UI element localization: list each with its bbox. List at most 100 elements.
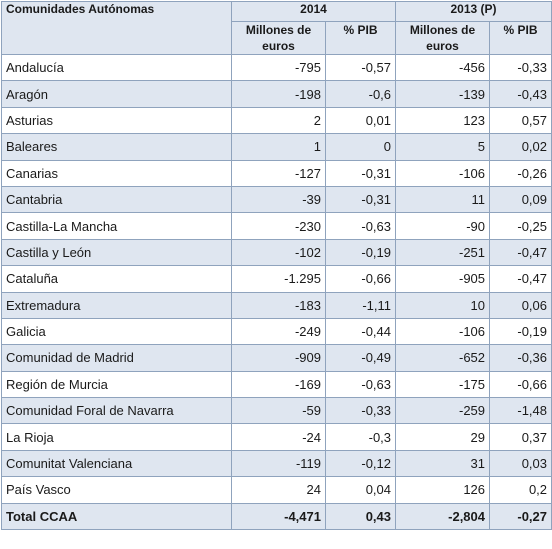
pib-2013-cell: -1,48 — [489, 397, 552, 425]
millions-2014-cell: -102 — [231, 238, 326, 267]
region-name-cell: Cataluña — [1, 265, 232, 293]
pib-2013-cell: -0,26 — [489, 159, 552, 187]
millions-2013-cell: -139 — [395, 80, 491, 108]
table-row: Comunidad Foral de Navarra -59 -0,33 -259 -1… — [1, 397, 552, 425]
deficit-table: Comunidades Autónomas 2014 2013 (P) Mill… — [1, 1, 552, 531]
region-name-cell: Galicia — [1, 317, 232, 346]
region-name-cell: Aragón — [1, 80, 232, 108]
table-row: Región de Murcia -169 -0,63 -175 -0,66 — [1, 370, 552, 399]
total-row: Total CCAA -4,471 0,43 -2,804 -0,27 — [1, 502, 552, 531]
region-column-header: Comunidades Autónomas — [1, 1, 232, 55]
table-row: Canarias -127 -0,31 -106 -0,26 — [1, 159, 552, 187]
region-name-cell: La Rioja — [1, 423, 232, 451]
pib-2013-cell: -0,47 — [489, 265, 552, 293]
millions-2014-cell: -183 — [231, 291, 326, 319]
region-name-cell: Canarias — [1, 159, 232, 187]
millions-2014-cell: -119 — [231, 449, 326, 478]
pib-2013-cell: -0,47 — [489, 238, 552, 267]
millions-2014-header: Millones de euros — [231, 21, 326, 55]
table-row: Comunidad de Madrid -909 -0,49 -652 -0,36 — [1, 344, 552, 372]
millions-2014-cell: -127 — [231, 159, 326, 187]
table-row: País Vasco 24 0,04 126 0,2 — [1, 476, 552, 504]
region-name-cell: Comunidad Foral de Navarra — [1, 397, 232, 425]
table-body: Andalucía -795 -0,57 -456 -0,33 Aragón -198 -0,… — [1, 53, 552, 531]
millions-2013-cell: -175 — [395, 370, 491, 399]
region-name-cell: Comunitat Valenciana — [1, 449, 232, 478]
millions-2013-cell: 10 — [395, 291, 491, 319]
table-row: Cantabria -39 -0,31 11 0,09 — [1, 185, 552, 214]
pib-2014-cell: -0,3 — [324, 423, 397, 451]
millions-2014-cell: -795 — [231, 53, 326, 82]
millions-2014-cell: -39 — [231, 185, 326, 214]
table-row: Andalucía -795 -0,57 -456 -0,33 — [1, 53, 552, 82]
millions-2014-cell: -59 — [231, 397, 326, 425]
pib-2013-cell: -0,66 — [489, 370, 552, 399]
millions-2013-cell: -905 — [395, 265, 491, 293]
table-row: La Rioja -24 -0,3 29 0,37 — [1, 423, 552, 451]
millions-2014-cell: 1 — [231, 133, 326, 161]
millions-2013-cell: 123 — [395, 106, 491, 135]
millions-2013-cell: 126 — [395, 476, 491, 504]
pib-2014-cell: -0,66 — [324, 265, 397, 293]
pib-2013-cell: 0,2 — [489, 476, 552, 504]
millions-2013-cell: -90 — [395, 212, 491, 240]
pib-2013-cell: 0,03 — [489, 449, 552, 478]
pib-2014-cell: -0,33 — [324, 397, 397, 425]
millions-2014-cell: -909 — [231, 344, 326, 372]
pib-2013-cell: 0,57 — [489, 106, 552, 135]
region-name-cell: Cantabria — [1, 185, 232, 214]
pib-2014-cell: -1,11 — [324, 291, 397, 319]
pib-2014-header: % PIB — [324, 21, 397, 55]
pib-2013-cell: -0,33 — [489, 53, 552, 82]
millions-2014-cell: 24 — [231, 476, 326, 504]
pib-2014-cell: -0,12 — [324, 449, 397, 478]
table-row: Aragón -198 -0,6 -139 -0,43 — [1, 80, 552, 108]
table-row: Asturias 2 0,01 123 0,57 — [1, 106, 552, 135]
millions-2013-cell: 29 — [395, 423, 491, 451]
pib-2013-cell: 0,06 — [489, 291, 552, 319]
pib-2014-cell: 0,04 — [324, 476, 397, 504]
pib-2013-cell: 0,02 — [489, 133, 552, 161]
year-2013-header: 2013 (P) — [395, 1, 552, 22]
millions-2013-cell: -259 — [395, 397, 491, 425]
region-name-cell: Castilla-La Mancha — [1, 212, 232, 240]
pib-2013-cell: -0,36 — [489, 344, 552, 372]
region-name-cell: País Vasco — [1, 476, 232, 504]
pib-2013-cell: 0,09 — [489, 185, 552, 214]
pib-2013-cell: -0,25 — [489, 212, 552, 240]
pib-2013-cell: -0,19 — [489, 317, 552, 346]
table-header: Comunidades Autónomas 2014 2013 (P) Mill… — [1, 1, 552, 55]
table-row: Castilla y León -102 -0,19 -251 -0,47 — [1, 238, 552, 267]
millions-2014-cell: 2 — [231, 106, 326, 135]
millions-2014-cell: -230 — [231, 212, 326, 240]
table-row: Baleares 1 0 5 0,02 — [1, 133, 552, 161]
region-name-cell: Asturias — [1, 106, 232, 135]
pib-2014-cell: -0,44 — [324, 317, 397, 346]
millions-2013-cell: -106 — [395, 317, 491, 346]
total-millions-2013-cell: -2,804 — [395, 502, 491, 531]
total-millions-2014-cell: -4,471 — [231, 502, 326, 531]
region-name-cell: Comunidad de Madrid — [1, 344, 232, 372]
region-name-cell: Extremadura — [1, 291, 232, 319]
pib-2014-cell: -0,31 — [324, 159, 397, 187]
region-name-cell: Región de Murcia — [1, 370, 232, 399]
pib-2014-cell: 0,01 — [324, 106, 397, 135]
pib-2013-header: % PIB — [489, 21, 552, 55]
pib-2013-cell: -0,43 — [489, 80, 552, 108]
millions-2013-cell: 5 — [395, 133, 491, 161]
region-name-cell: Andalucía — [1, 53, 232, 82]
millions-2014-cell: -24 — [231, 423, 326, 451]
pib-2014-cell: -0,49 — [324, 344, 397, 372]
table-row: Comunitat Valenciana -119 -0,12 31 0,03 — [1, 449, 552, 478]
millions-2013-cell: -251 — [395, 238, 491, 267]
pib-2014-cell: -0,31 — [324, 185, 397, 214]
pib-2014-cell: -0,63 — [324, 370, 397, 399]
total-pib-2014-cell: 0,43 — [324, 502, 397, 531]
millions-2013-cell: -456 — [395, 53, 491, 82]
millions-2014-cell: -1.295 — [231, 265, 326, 293]
region-name-cell: Castilla y León — [1, 238, 232, 267]
pib-2014-cell: 0 — [324, 133, 397, 161]
millions-2013-cell: 11 — [395, 185, 491, 214]
millions-2014-cell: -169 — [231, 370, 326, 399]
millions-2013-header: Millones de euros — [395, 21, 491, 55]
